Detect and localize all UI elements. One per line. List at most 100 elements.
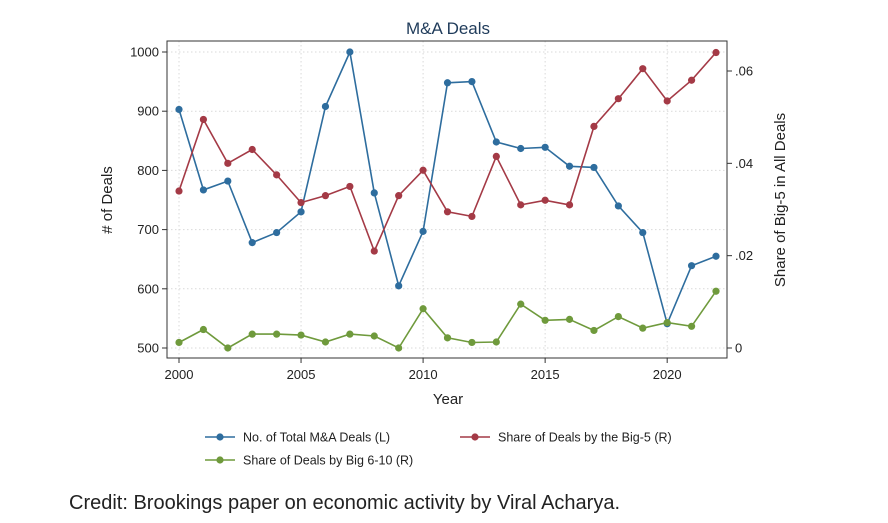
data-point xyxy=(199,186,208,194)
data-point xyxy=(541,316,549,324)
data-point xyxy=(175,338,183,347)
data-point xyxy=(468,338,476,347)
data-point xyxy=(370,189,378,197)
data-point xyxy=(395,344,403,352)
data-point xyxy=(297,331,305,339)
data-point xyxy=(663,97,671,105)
data-point xyxy=(639,228,647,237)
data-point xyxy=(321,192,330,200)
data-point xyxy=(517,144,525,153)
data-point xyxy=(590,122,598,130)
data-point xyxy=(517,201,525,209)
x-axis-title: Year xyxy=(433,391,463,408)
y-tick-label-left: 800 xyxy=(137,163,159,178)
chart-title: M&A Deals xyxy=(406,19,490,38)
x-tick-label: 2020 xyxy=(653,367,682,382)
y-tick-label-left: 700 xyxy=(137,222,159,237)
data-point xyxy=(248,239,256,247)
data-point xyxy=(321,102,330,111)
y-tick-label-right: 0 xyxy=(735,341,742,356)
credit-caption: Credit: Brookings paper on economic acti… xyxy=(69,492,621,514)
data-point xyxy=(687,262,696,270)
data-point xyxy=(419,305,427,313)
data-point xyxy=(663,319,671,327)
legend-label: Share of Deals by Big 6-10 (R) xyxy=(243,454,413,468)
y-tick-label-right: .02 xyxy=(735,248,753,263)
data-point xyxy=(273,330,281,338)
data-point xyxy=(517,300,525,308)
axes: 500 600 700 800 900 1000 0 .02 .04 .06 2000 2005 201… xyxy=(130,45,753,383)
data-point xyxy=(224,159,232,167)
data-point xyxy=(590,163,598,172)
data-point xyxy=(614,313,622,321)
mna-deals-chart: 500 600 700 800 900 1000 0 .02 .04 .06 2000 2005 201… xyxy=(0,0,888,470)
data-point xyxy=(419,227,427,235)
series-3 xyxy=(175,287,720,352)
legend-swatch-marker xyxy=(216,456,224,464)
legend: No. of Total M&A Deals (L) Share of Deals… xyxy=(205,431,672,468)
y-axis-title-left: # of Deals xyxy=(99,166,116,234)
data-point xyxy=(492,338,500,346)
legend-label: Share of Deals by the Big-5 (R) xyxy=(498,431,672,445)
data-point xyxy=(443,334,452,342)
legend-label: No. of Total M&A Deals (L) xyxy=(243,431,390,445)
data-point xyxy=(224,344,232,352)
y-tick-label-left: 500 xyxy=(137,341,159,356)
data-point xyxy=(321,338,330,346)
data-point xyxy=(175,105,183,114)
y-tick-label-right: .06 xyxy=(735,64,753,79)
gridlines xyxy=(167,41,727,358)
data-point xyxy=(565,162,574,170)
data-point xyxy=(614,95,622,103)
y-tick-label-right: .04 xyxy=(735,156,753,171)
data-point xyxy=(468,212,476,221)
data-point xyxy=(346,330,354,338)
data-point xyxy=(590,326,598,335)
data-point xyxy=(273,171,281,179)
data-point xyxy=(639,324,647,332)
data-point xyxy=(297,208,305,216)
data-point xyxy=(541,196,549,204)
data-point xyxy=(346,48,354,56)
data-point xyxy=(175,187,183,195)
y-tick-label-left: 900 xyxy=(137,104,159,119)
legend-item: Share of Deals by the Big-5 (R) xyxy=(460,431,672,445)
data-point xyxy=(443,208,452,216)
data-point xyxy=(565,315,574,323)
data-point xyxy=(712,287,720,295)
data-point xyxy=(541,143,549,151)
y-axis-title-right: Share of Big-5 in All Deals xyxy=(772,113,789,287)
data-point xyxy=(297,198,305,207)
data-point xyxy=(565,201,574,209)
x-tick-label: 2010 xyxy=(409,367,438,382)
data-point xyxy=(370,332,378,340)
data-point xyxy=(395,192,403,200)
legend-item: No. of Total M&A Deals (L) xyxy=(205,431,390,445)
series-2 xyxy=(175,48,720,255)
data-point xyxy=(687,76,696,84)
data-point xyxy=(346,182,354,191)
data-point xyxy=(492,152,500,161)
legend-item: Share of Deals by Big 6-10 (R) xyxy=(205,454,413,468)
legend-swatch-marker xyxy=(471,433,479,441)
data-point xyxy=(614,202,622,210)
data-point xyxy=(468,78,476,86)
x-tick-label: 2005 xyxy=(287,367,316,382)
x-tick-label: 2000 xyxy=(165,367,194,382)
data-point xyxy=(199,325,208,334)
plot-frame xyxy=(166,40,728,359)
data-point xyxy=(712,48,720,57)
data-point xyxy=(419,166,427,174)
data-point xyxy=(199,115,208,124)
y-tick-label-left: 1000 xyxy=(130,45,159,60)
data-point xyxy=(370,247,378,255)
data-point xyxy=(273,228,281,237)
chart-background xyxy=(0,0,888,470)
data-point xyxy=(443,79,452,87)
series-1 xyxy=(175,48,720,328)
data-point xyxy=(492,138,500,146)
data-point xyxy=(224,177,232,185)
y-tick-label-left: 600 xyxy=(137,281,159,296)
data-point xyxy=(712,252,720,260)
legend-swatch-marker xyxy=(216,433,224,441)
